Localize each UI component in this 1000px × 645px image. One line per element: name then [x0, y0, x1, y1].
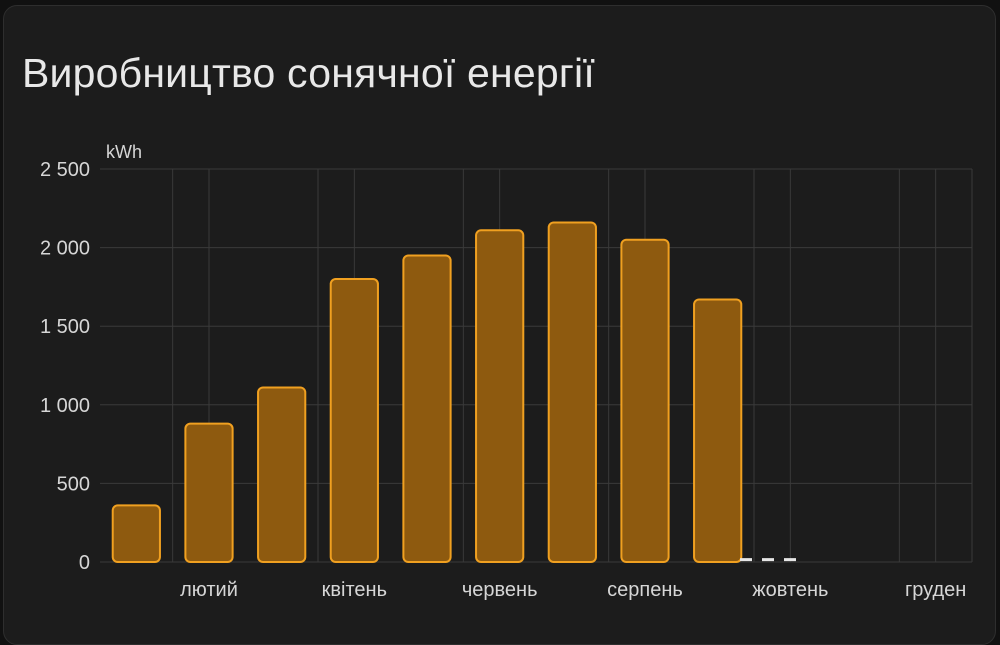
y-tick-label: 500: [57, 473, 90, 495]
y-tick-label: 1 000: [40, 395, 90, 417]
x-tick-label: червень: [462, 579, 538, 601]
bar-липень[interactable]: [547, 221, 597, 563]
bar-лютий[interactable]: [184, 422, 234, 563]
x-tick-label: серпень: [607, 579, 683, 601]
bar-квітень[interactable]: [329, 278, 379, 563]
bar-травень[interactable]: [402, 254, 452, 564]
bar-січень[interactable]: [111, 504, 161, 563]
y-tick-label: 2 000: [40, 238, 90, 260]
y-tick-label: 0: [79, 552, 90, 574]
x-axis: лютий квітень червень серпень жовтень груден: [180, 579, 966, 601]
card-title: Виробництво сонячної енергії: [22, 50, 595, 96]
x-tick-label: груден: [905, 579, 966, 601]
bar-вересень[interactable]: [693, 298, 743, 563]
bar-серпень[interactable]: [620, 238, 670, 564]
bar-червень[interactable]: [475, 229, 525, 563]
bars: [111, 221, 743, 564]
x-tick-label: жовтень: [752, 579, 828, 601]
y-axis-unit-label: kWh: [106, 142, 142, 162]
y-tick-label: 2 500: [40, 159, 90, 181]
y-tick-label: 1 500: [40, 316, 90, 338]
bar-березень[interactable]: [257, 386, 307, 563]
x-tick-label: лютий: [180, 579, 238, 601]
y-axis: 0 500 1 000 1 500 2 000 2 500: [40, 159, 90, 574]
x-tick-label: квітень: [322, 579, 387, 601]
